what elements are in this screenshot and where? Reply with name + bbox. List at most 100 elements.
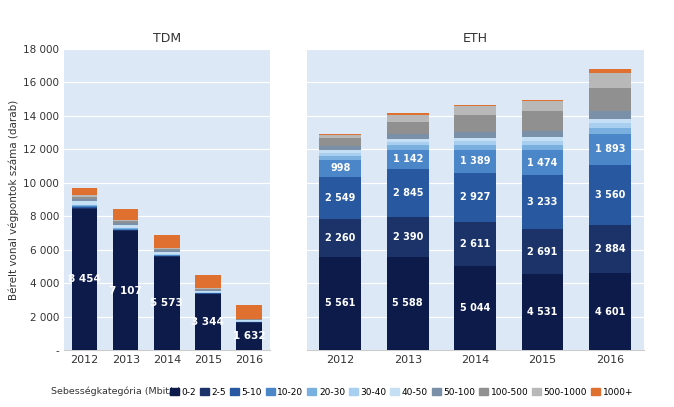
Bar — [113, 221, 138, 223]
Text: 4 531: 4 531 — [527, 307, 558, 317]
Bar — [319, 257, 361, 350]
Bar — [154, 254, 179, 255]
Bar — [454, 222, 496, 266]
Text: 2 549: 2 549 — [325, 193, 356, 203]
Bar — [195, 291, 220, 292]
Bar — [454, 266, 496, 350]
Bar — [387, 113, 429, 115]
Bar — [387, 139, 429, 142]
Bar — [237, 320, 262, 322]
Y-axis label: Bérelt vonal végpontok száma (darab): Bérelt vonal végpontok száma (darab) — [9, 99, 19, 300]
Text: 2 845: 2 845 — [392, 188, 423, 198]
Text: 5 044: 5 044 — [460, 303, 491, 313]
Bar — [319, 177, 361, 219]
Bar — [319, 156, 361, 160]
Bar — [113, 230, 138, 231]
Bar — [195, 294, 220, 350]
Bar — [319, 147, 361, 151]
Bar — [154, 250, 179, 252]
Text: 1 474: 1 474 — [527, 158, 558, 168]
Text: 1 389: 1 389 — [460, 156, 491, 166]
Bar — [154, 256, 179, 257]
Text: 4 601: 4 601 — [594, 306, 625, 317]
Bar — [113, 231, 138, 350]
Text: 2 884: 2 884 — [594, 244, 625, 254]
Text: 7 107: 7 107 — [109, 286, 142, 295]
Bar — [113, 223, 138, 225]
Bar — [454, 141, 496, 145]
Bar — [72, 208, 97, 350]
Title: ETH: ETH — [462, 32, 488, 45]
Bar — [387, 142, 429, 145]
Bar — [195, 293, 220, 294]
Bar — [154, 248, 179, 249]
Bar — [237, 305, 262, 319]
Bar — [454, 115, 496, 132]
Bar — [319, 219, 361, 257]
Text: 8 454: 8 454 — [68, 274, 101, 284]
Bar — [589, 133, 631, 165]
Bar — [72, 188, 97, 195]
Bar — [72, 195, 97, 197]
Bar — [387, 115, 429, 122]
Bar — [72, 199, 97, 201]
Bar — [113, 228, 138, 229]
Bar — [589, 225, 631, 273]
Bar — [454, 138, 496, 141]
Bar — [72, 205, 97, 206]
Bar — [387, 169, 429, 217]
Bar — [522, 111, 563, 131]
Bar — [522, 229, 563, 274]
Text: Sebességkategória (Mbit/s): Sebességkategória (Mbit/s) — [51, 387, 181, 396]
Text: 1 142: 1 142 — [392, 154, 423, 164]
Bar — [522, 131, 563, 138]
Bar — [387, 217, 429, 256]
Bar — [387, 134, 429, 139]
Text: 1 893: 1 893 — [594, 144, 625, 154]
Bar — [319, 138, 361, 147]
Text: 2 691: 2 691 — [527, 247, 558, 257]
Bar — [319, 153, 361, 156]
Text: 5 573: 5 573 — [150, 298, 183, 309]
Bar — [154, 252, 179, 254]
Bar — [387, 256, 429, 350]
Bar — [522, 101, 563, 111]
Bar — [522, 100, 563, 101]
Text: 2 611: 2 611 — [460, 239, 491, 249]
Bar — [522, 145, 563, 151]
Bar — [319, 151, 361, 153]
Bar — [589, 73, 631, 88]
Title: TDM: TDM — [153, 32, 181, 45]
Bar — [589, 70, 631, 73]
Text: 1 632: 1 632 — [233, 331, 266, 341]
Bar — [454, 145, 496, 150]
Bar — [319, 135, 361, 138]
Bar — [113, 220, 138, 221]
Bar — [154, 257, 179, 350]
Bar — [589, 128, 631, 133]
Text: 998: 998 — [330, 163, 350, 173]
Bar — [195, 275, 220, 289]
Bar — [589, 112, 631, 119]
Bar — [522, 141, 563, 145]
Bar — [113, 209, 138, 220]
Bar — [589, 273, 631, 350]
Bar — [522, 138, 563, 141]
Bar — [589, 119, 631, 123]
Bar — [237, 319, 262, 320]
Text: 3 560: 3 560 — [594, 190, 625, 200]
Bar — [72, 201, 97, 205]
Legend: 0-2, 2-5, 5-10, 10-20, 20-30, 30-40, 40-50, 50-100, 100-500, 500-1000, 1000+: 0-2, 2-5, 5-10, 10-20, 20-30, 30-40, 40-… — [166, 384, 637, 400]
Text: 3 344: 3 344 — [191, 317, 224, 327]
Text: 2 927: 2 927 — [460, 193, 491, 202]
Bar — [589, 88, 631, 112]
Bar — [454, 105, 496, 106]
Text: 5 561: 5 561 — [325, 298, 356, 309]
Bar — [154, 255, 179, 256]
Bar — [154, 234, 179, 248]
Bar — [589, 165, 631, 225]
Bar — [237, 323, 262, 350]
Bar — [195, 290, 220, 291]
Bar — [522, 175, 563, 229]
Bar — [195, 289, 220, 290]
